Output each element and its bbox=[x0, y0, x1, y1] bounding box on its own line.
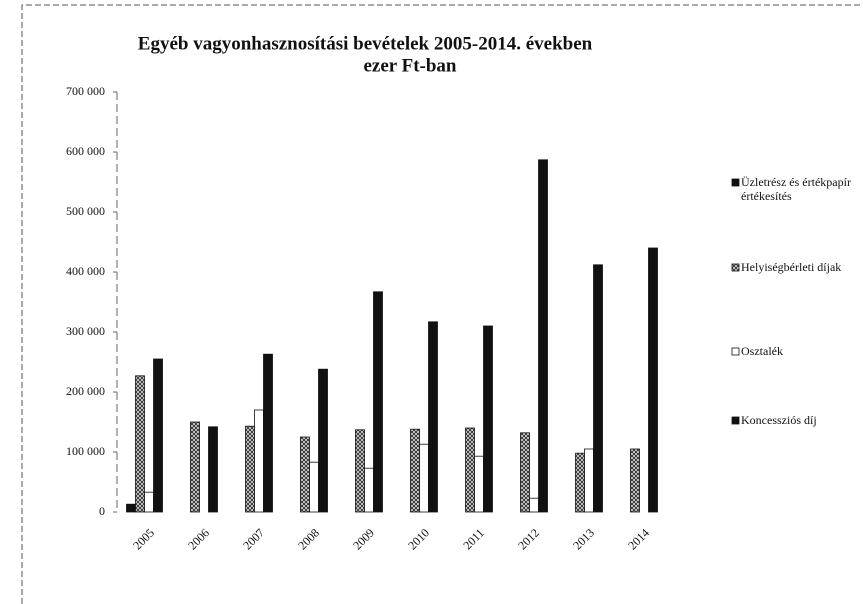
x-tick-label: 2014 bbox=[625, 526, 652, 553]
legend-swatch bbox=[731, 263, 740, 272]
y-tick-label: 700 000 bbox=[66, 84, 105, 98]
y-tick-label: 400 000 bbox=[66, 264, 105, 278]
x-tick-label: 2012 bbox=[515, 526, 542, 553]
y-tick-label: 100 000 bbox=[66, 444, 105, 458]
bar bbox=[355, 429, 365, 513]
bar bbox=[309, 461, 319, 513]
legend-label: Koncessziós díj bbox=[741, 413, 817, 427]
legend-swatch bbox=[731, 178, 740, 187]
bar bbox=[373, 291, 383, 513]
legend-label: Üzletrész és értékpapír értékesítés bbox=[741, 175, 851, 203]
bar bbox=[153, 358, 163, 513]
bar bbox=[364, 467, 374, 513]
x-tick-label: 2007 bbox=[240, 526, 267, 553]
x-tick-label: 2008 bbox=[295, 526, 322, 553]
y-tick-label: 200 000 bbox=[66, 384, 105, 398]
y-tick-label: 300 000 bbox=[66, 324, 105, 338]
y-tick-label: 500 000 bbox=[66, 204, 105, 218]
x-tick-label: 2006 bbox=[185, 526, 212, 553]
bar bbox=[126, 503, 136, 513]
bar bbox=[208, 426, 218, 513]
chart-subtitle: ezer Ft-ban bbox=[363, 55, 456, 76]
legend-swatch bbox=[731, 347, 740, 356]
bar bbox=[630, 448, 640, 513]
legend-swatch bbox=[731, 416, 740, 425]
bar bbox=[483, 325, 493, 513]
bar bbox=[245, 425, 255, 513]
x-tick-label: 2005 bbox=[130, 526, 157, 553]
legend-label: Osztalék bbox=[741, 344, 783, 358]
legend-label: Helyiségbérleti díjak bbox=[741, 260, 841, 274]
y-tick-label: 0 bbox=[99, 504, 105, 518]
bar bbox=[520, 432, 530, 513]
bar bbox=[318, 368, 328, 513]
bar bbox=[300, 436, 310, 513]
bar bbox=[529, 497, 539, 513]
bar bbox=[575, 452, 585, 513]
bar bbox=[428, 321, 438, 513]
bar bbox=[419, 443, 429, 513]
bar bbox=[648, 247, 658, 513]
bar bbox=[410, 428, 420, 513]
bar bbox=[474, 455, 484, 513]
y-tick-label: 600 000 bbox=[66, 144, 105, 158]
x-tick-label: 2013 bbox=[570, 526, 597, 553]
bar bbox=[254, 409, 264, 513]
x-tick-label: 2009 bbox=[350, 526, 377, 553]
x-tick-label: 2010 bbox=[405, 526, 432, 553]
bar bbox=[584, 448, 594, 513]
bar bbox=[135, 375, 145, 513]
bar bbox=[593, 264, 603, 513]
bar bbox=[465, 427, 475, 513]
bar bbox=[144, 491, 154, 513]
bar bbox=[190, 421, 200, 513]
frame bbox=[21, 4, 863, 604]
bar bbox=[263, 353, 273, 513]
bar bbox=[538, 159, 548, 513]
chart-title: Egyéb vagyonhasznosítási bevételek 2005-… bbox=[138, 33, 593, 54]
x-tick-label: 2011 bbox=[460, 526, 487, 553]
